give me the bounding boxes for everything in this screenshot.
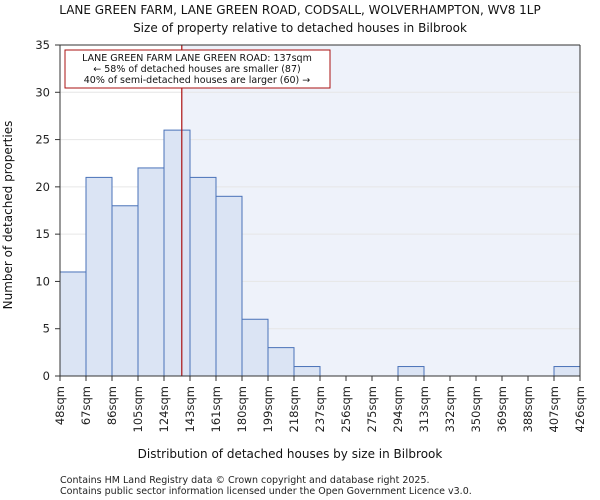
- bar-218sqm: [293, 366, 321, 377]
- x-tick-label: 407sqm: [547, 386, 561, 432]
- x-tick-label: 426sqm: [573, 386, 587, 432]
- bar-294sqm: [397, 366, 425, 377]
- bar-124sqm: [163, 129, 191, 377]
- bar-86sqm: [111, 205, 139, 377]
- y-tick-label: 5: [43, 322, 50, 336]
- annotation-line-1: LANE GREEN FARM LANE GREEN ROAD: 137sqm: [82, 53, 312, 64]
- bar-48sqm: [59, 271, 87, 377]
- x-tick-label: 256sqm: [339, 386, 353, 432]
- x-tick-label: 48sqm: [53, 386, 67, 425]
- bar-105sqm: [137, 167, 165, 377]
- x-tick-label: 237sqm: [313, 386, 327, 432]
- x-tick-label: 161sqm: [209, 386, 223, 432]
- x-tick-label: 218sqm: [287, 386, 301, 432]
- y-tick-label: 15: [35, 227, 50, 241]
- bar-161sqm: [215, 195, 243, 377]
- x-tick-label: 275sqm: [365, 386, 379, 432]
- y-axis-label: Number of detached properties: [1, 121, 15, 310]
- chart-subtitle: Size of property relative to detached ho…: [133, 21, 467, 35]
- annotation-line-3: 40% of semi-detached houses are larger (…: [84, 75, 311, 86]
- x-tick-label: 294sqm: [391, 386, 405, 432]
- x-tick-label: 180sqm: [235, 386, 249, 432]
- y-tick-label: 10: [35, 274, 50, 288]
- bar-199sqm: [267, 347, 295, 377]
- bar-67sqm: [85, 176, 113, 377]
- y-tick-label: 30: [35, 85, 50, 99]
- x-tick-label: 143sqm: [183, 386, 197, 432]
- y-axis: 0 5 10 15 20 25 30 35: [35, 38, 61, 383]
- bar-143sqm: [189, 176, 217, 377]
- y-tick-label: 25: [35, 133, 50, 147]
- x-tick-label: 124sqm: [157, 386, 171, 432]
- x-axis-label: Distribution of detached houses by size …: [138, 447, 443, 461]
- x-tick-label: 199sqm: [261, 386, 275, 432]
- x-tick-label: 332sqm: [443, 386, 457, 432]
- x-tick-label: 86sqm: [105, 386, 119, 425]
- annotation-border: [64, 49, 331, 89]
- x-tick-label: 350sqm: [469, 386, 483, 432]
- footer-line-2: Contains public sector information licen…: [60, 486, 472, 497]
- x-tick-label: 388sqm: [521, 386, 535, 432]
- x-tick-label: 369sqm: [495, 386, 509, 432]
- annotation-box: LANE GREEN FARM LANE GREEN ROAD: 137sqm …: [64, 49, 331, 89]
- y-tick-label: 35: [35, 38, 50, 52]
- footer-line-1: Contains HM Land Registry data © Crown c…: [60, 475, 430, 486]
- bar-180sqm: [241, 318, 269, 377]
- bar-407sqm: [553, 366, 581, 377]
- annotation-line-2: ← 58% of detached houses are smaller (87…: [93, 64, 300, 75]
- x-tick-label: 105sqm: [131, 386, 145, 432]
- y-tick-label: 0: [43, 369, 50, 383]
- x-tick-label: 313sqm: [417, 386, 431, 432]
- chart-title: LANE GREEN FARM, LANE GREEN ROAD, CODSAL…: [59, 3, 540, 17]
- bars-group: [59, 129, 581, 377]
- y-tick-label: 20: [35, 180, 50, 194]
- x-tick-label: 67sqm: [79, 386, 93, 425]
- x-axis: 48sqm 67sqm 86sqm 105sqm 124sqm 143sqm 161sqm 1…: [53, 44, 587, 432]
